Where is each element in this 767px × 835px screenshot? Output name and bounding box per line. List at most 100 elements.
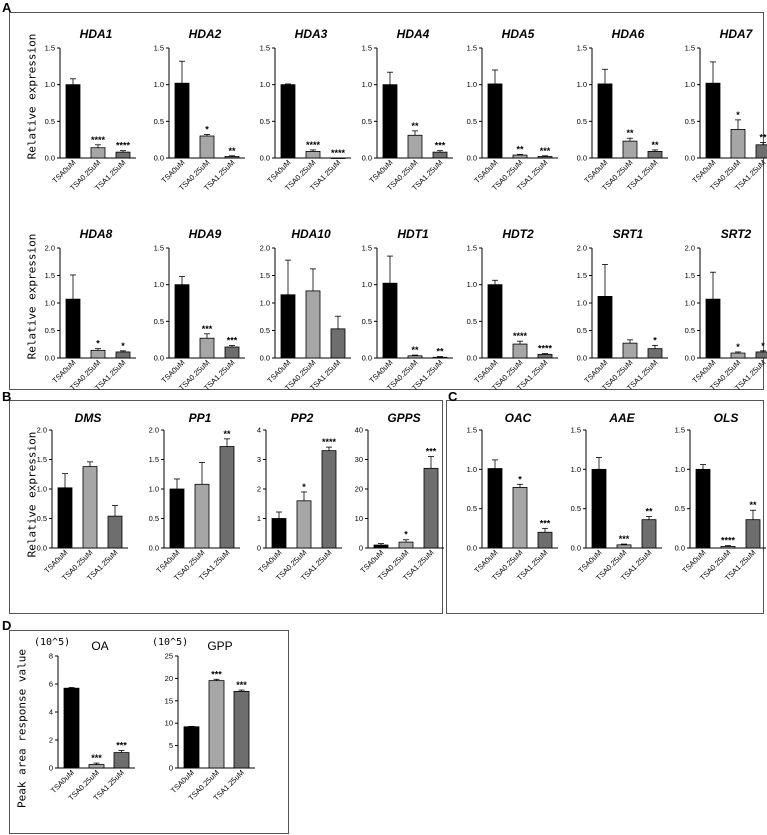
bar-tsa0-25um [616,544,632,549]
chart-gpps: GPPS010203040TSA0uM*TSA0.25uM***TSA1.25u… [355,411,444,582]
bar-tsa1-25um [113,752,130,769]
bar-tsa0um [271,518,287,549]
chart-title: HDA3 [295,27,328,41]
significance-label: ** [516,144,524,154]
y-tick-label: 1.5 [362,44,372,53]
y-tick-label: 0.5 [675,504,685,513]
y-tick-label: 0.0 [675,544,685,553]
chart-hda10: HDA100.00.51.01.52.0TSA0uMTSA0.25uMTSA1.… [260,227,351,392]
y-tick-label: 1.0 [577,80,587,89]
chart-title: HDA7 [720,27,754,41]
bar-tsa1-25um [755,144,767,159]
y-tick-label: 0.0 [685,154,695,163]
panel-c-letter: C [448,389,458,404]
chart-hdt2: HDT20.00.51.01.5TSA0uM****TSA0.25uM****T… [467,227,558,392]
bar-tsa1-25um [330,157,346,159]
bar-tsa0-25um [622,342,638,359]
bar-tsa0um [705,298,721,359]
bar-tsa0um [280,294,296,359]
y-tick-label: 1.0 [467,80,477,89]
chart-title: OA [91,639,108,653]
bar-tsa0um [705,82,721,159]
y-tick-label: 0.0 [577,354,587,363]
chart-title: HDA1 [80,27,113,41]
y-tick-label: 1.0 [362,280,372,289]
y-tick-label: 0.0 [149,544,159,553]
y-tick-label: 4 [257,426,261,435]
significance-label: ** [626,128,634,138]
significance-label: *** [116,741,127,751]
bar-tsa0um [65,84,81,159]
y-tick-label: 1.5 [685,271,695,280]
bar-tsa1-25um [115,351,131,359]
chart-title: DMS [75,411,102,425]
bar-tsa0-25um [720,546,736,549]
y-tick-label: 0.5 [260,326,270,335]
y-tick-label: 0.5 [37,514,47,523]
chart-title: PP1 [189,411,212,425]
bar-tsa1-25um [745,519,761,549]
bar-tsa0um [382,84,398,159]
y-tick-label: 0.0 [37,544,47,553]
y-tick-label: 1.0 [675,465,685,474]
bar-tsa0um [174,82,190,159]
chart-hda6: HDA60.00.51.01.5TSA0uM**TSA0.25uM**TSA1.… [577,27,668,192]
y-tick-label: 2.0 [577,244,587,253]
significance-label: * [205,125,209,135]
y-tick-label: 1.5 [685,44,695,53]
chart-title: HDA10 [291,227,331,241]
bar-tsa0um [183,726,200,769]
bar-tsa0um [169,488,185,549]
y-tick-label: 0.5 [571,504,581,513]
y-tick-label: 5 [169,741,173,750]
y-tick-label: 0.5 [154,317,164,326]
y-tick-label: 0.5 [149,514,159,523]
y-tick-label: 1.0 [260,299,270,308]
significance-label: * [96,339,100,349]
chart-oac: OAC0.00.51.01.5TSA0uM*TSA0.25uM***TSA1.2… [467,411,558,582]
y-tick-label: 4 [49,708,53,717]
y-tick-label: 1.5 [154,44,164,53]
y-tick-label: 1.0 [685,299,695,308]
bar-tsa0-25um [90,147,106,159]
significance-label: * [518,474,522,484]
chart-ols: OLS0.00.51.01.5TSA0uM****TSA0.25uM**TSA1… [675,411,766,582]
chart-title: GPP [207,639,232,653]
y-tick-label: 6 [49,680,53,689]
significance-label: *** [540,146,551,156]
y-tick-label: 1.0 [577,299,587,308]
bar-tsa0-25um [512,487,528,549]
y-tick-label: 10 [355,514,363,523]
y-tick-label: 1.0 [571,465,581,474]
y-tick-label: 1.5 [467,426,477,435]
chart-title: HDT1 [397,227,429,241]
bar-tsa0-25um [730,352,746,359]
y-tick-label: 1.5 [45,271,55,280]
panel-d-letter: D [2,618,12,633]
bar-tsa1-25um [107,515,123,549]
chart-hdt1: HDT10.00.51.01.5TSA0uM**TSA0.25uM**TSA1.… [362,227,453,392]
bar-tsa1-25um [423,467,439,549]
y-tick-label: 0.5 [362,117,372,126]
significance-label: **** [306,140,321,150]
bar-tsa0-25um [208,680,225,769]
significance-label: * [653,335,657,345]
significance-label: * [302,482,306,492]
chart-hda4: HDA40.00.51.01.5TSA0uM**TSA0.25uM***TSA1… [362,27,453,192]
y-tick-label: 3 [257,455,261,464]
y-tick-label: 1.5 [467,44,477,53]
chart-title: HDA9 [189,227,222,241]
y-tick-label: 0.0 [362,154,372,163]
chart-hda3: HDA30.00.51.01.5TSA0uM****TSA0.25uM****T… [260,27,351,192]
bar-tsa0-25um [407,134,423,159]
significance-label: * [404,530,408,540]
significance-label: *** [202,324,213,334]
y-tick-label: 0.5 [260,117,270,126]
bar-tsa0-25um [622,140,638,159]
y-tick-label: 2.0 [685,244,695,253]
significance-label: *** [211,669,222,679]
y-tick-label: 20 [165,674,173,683]
bar-tsa0um [695,468,711,549]
bar-tsa0-25um [305,290,321,359]
